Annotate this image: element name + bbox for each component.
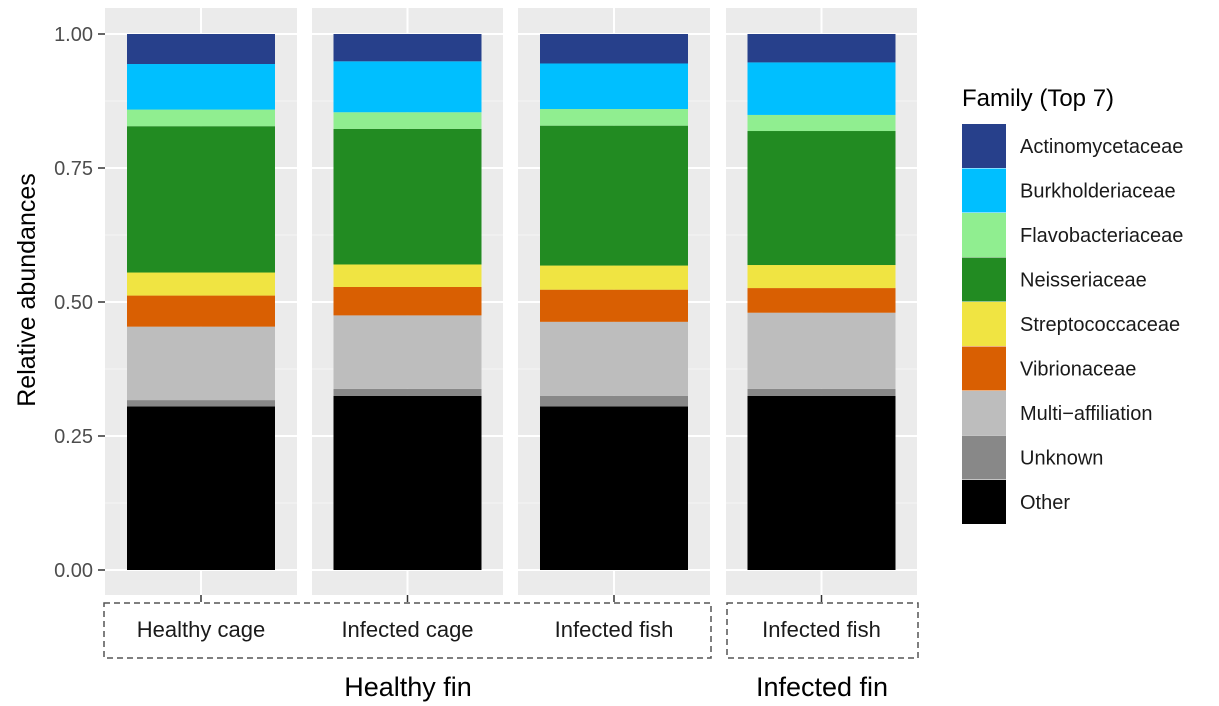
y-tick-label: 0.75: [54, 158, 93, 180]
bar-segment-unknown: [747, 388, 896, 396]
legend-label: Streptococcaceae: [1020, 314, 1180, 336]
legend-swatch: [962, 480, 1006, 524]
bar-segment-burkholderiaceae: [333, 61, 482, 113]
bar-segment-flavobacteriaceae: [127, 109, 275, 127]
bar-segment-flavobacteriaceae: [540, 109, 688, 126]
legend-label: Multi−affiliation: [1020, 403, 1152, 425]
bar-segment-flavobacteriaceae: [333, 112, 482, 129]
bar-segment-burkholderiaceae: [127, 64, 275, 110]
bar-segment-neisseriaceae: [747, 131, 896, 266]
legend-swatch: [962, 302, 1006, 346]
legend-swatch: [962, 124, 1006, 168]
bar-segment-vibrionaceae: [333, 286, 482, 316]
strip-box: [726, 602, 919, 659]
bar-segment-unknown: [540, 395, 688, 407]
category-label: Infected fish: [555, 617, 674, 642]
legend-swatch: [962, 168, 1006, 213]
y-tick-label: 0.00: [54, 560, 93, 582]
legend-label: Other: [1020, 492, 1070, 514]
y-axis-title: Relative abundances: [13, 173, 41, 407]
bar-segment-other: [127, 406, 275, 570]
category-label: Healthy cage: [137, 617, 265, 642]
legend-swatch: [962, 213, 1006, 257]
legend-label: Actinomycetaceae: [1020, 136, 1183, 158]
bar-segment-streptococcaceae: [747, 265, 896, 289]
legend-label: Flavobacteriaceae: [1020, 225, 1183, 247]
y-tick-label: 0.50: [54, 292, 93, 314]
bar-segment-other: [747, 395, 896, 570]
legend-label: Vibrionaceae: [1020, 359, 1136, 381]
group-label: Infected fin: [756, 672, 888, 702]
bar-segment-streptococcaceae: [540, 265, 688, 290]
bar-segment-other: [540, 406, 688, 570]
legend-label: Burkholderiaceae: [1020, 181, 1176, 203]
bar-segment-multi-affiliation: [747, 312, 896, 389]
bar-segment-vibrionaceae: [747, 288, 896, 313]
bar-segment-vibrionaceae: [540, 289, 688, 322]
bar-segment-actinomycetaceae: [127, 34, 275, 65]
bar-segment-burkholderiaceae: [540, 63, 688, 110]
y-tick-label: 1.00: [54, 24, 93, 46]
category-label: Infected fish: [762, 617, 881, 642]
bar-segment-unknown: [333, 388, 482, 396]
legend-title: Family (Top 7): [962, 85, 1114, 112]
bar-segment-multi-affiliation: [127, 326, 275, 401]
bar-segment-vibrionaceae: [127, 295, 275, 327]
bar-segment-neisseriaceae: [127, 126, 275, 273]
bar-segment-actinomycetaceae: [540, 34, 688, 64]
bar-segment-neisseriaceae: [540, 125, 688, 266]
legend-swatch: [962, 346, 1006, 391]
bar-segment-flavobacteriaceae: [747, 114, 896, 132]
bar-segment-other: [333, 395, 482, 570]
strip-box: [103, 602, 712, 659]
bar-segment-actinomycetaceae: [333, 34, 482, 62]
bar-segment-multi-affiliation: [333, 315, 482, 389]
legend: Family (Top 7) Actinomycetaceae Burkholder…: [962, 85, 1183, 524]
bar-segment-burkholderiaceae: [747, 62, 896, 115]
bar-segment-streptococcaceae: [127, 272, 275, 296]
legend-label: Neisseriaceae: [1020, 270, 1147, 292]
y-tick-label: 0.25: [54, 426, 93, 448]
y-axis: 0.00 0.25 0.50 0.75 1.00: [54, 24, 105, 582]
legend-label: Unknown: [1020, 448, 1103, 470]
bar-segment-multi-affiliation: [540, 321, 688, 396]
bar-segment-streptococcaceae: [333, 264, 482, 287]
legend-swatch: [962, 391, 1006, 435]
bar-segment-unknown: [127, 400, 275, 407]
group-label: Healthy fin: [344, 672, 472, 702]
bar-segment-neisseriaceae: [333, 128, 482, 265]
category-label: Infected cage: [341, 617, 473, 642]
legend-swatch: [962, 435, 1006, 480]
legend-swatch: [962, 257, 1006, 302]
bar-segment-actinomycetaceae: [747, 34, 896, 63]
